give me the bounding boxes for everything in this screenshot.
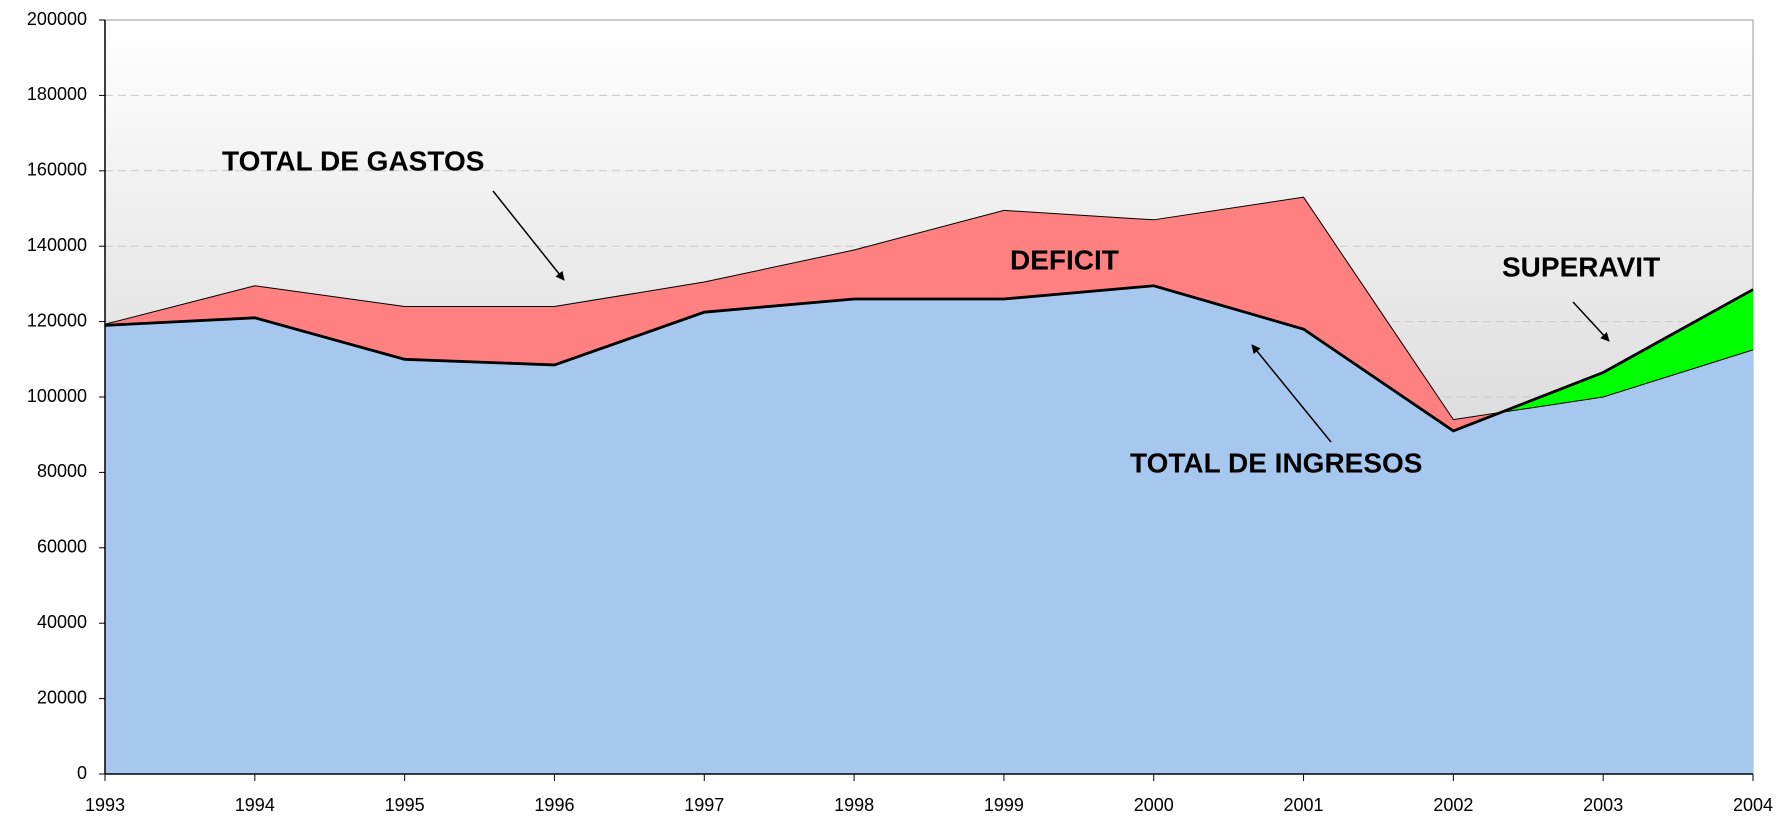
area-below [853,298,1005,775]
annotation: TOTAL DE GASTOS [222,145,484,176]
y-tick-label: 40000 [37,612,87,632]
x-tick-label: 2002 [1433,795,1473,815]
annotation-arrow [1572,301,1610,342]
y-tick-label: 0 [77,763,87,783]
area-below [703,298,855,775]
x-tick-label: 1994 [235,795,275,815]
y-tick-label: 80000 [37,461,87,481]
annotation-arrow [1251,344,1332,443]
y-tick-label: 180000 [27,84,87,104]
area-below [404,358,555,775]
x-tick-label: 1996 [534,795,574,815]
y-tick-label: 120000 [27,310,87,330]
y-tick-label: 100000 [27,386,87,406]
y-tick-label: 160000 [27,160,87,180]
annotation-arrow [492,190,565,281]
x-tick-label: 2000 [1134,795,1174,815]
x-tick-label: 2003 [1583,795,1623,815]
y-tick-label: 200000 [27,9,87,29]
x-tick-label: 1995 [385,795,425,815]
annotation: DEFICIT [1010,244,1119,275]
series-line [104,284,1754,433]
annotation: TOTAL DE INGRESOS [1130,447,1422,478]
series-line [104,196,1754,421]
area-below [1602,349,1754,775]
x-tick-label: 1993 [85,795,125,815]
area-below [1003,285,1155,775]
y-tick-label: 60000 [37,537,87,557]
annotation: SUPERAVIT [1502,251,1660,282]
x-tick-label: 2004 [1733,795,1773,815]
x-tick-label: 1999 [984,795,1024,815]
y-tick-label: 20000 [37,687,87,707]
area-below [1153,285,1304,775]
x-tick-label: 1998 [834,795,874,815]
y-tick-label: 140000 [27,235,87,255]
x-tick-label: 1997 [684,795,724,815]
area-below [1453,396,1604,775]
area-below [254,317,405,775]
deficit-area [404,306,555,366]
x-tick-label: 2001 [1284,795,1324,815]
area-below [554,311,705,775]
area-below [104,317,256,775]
